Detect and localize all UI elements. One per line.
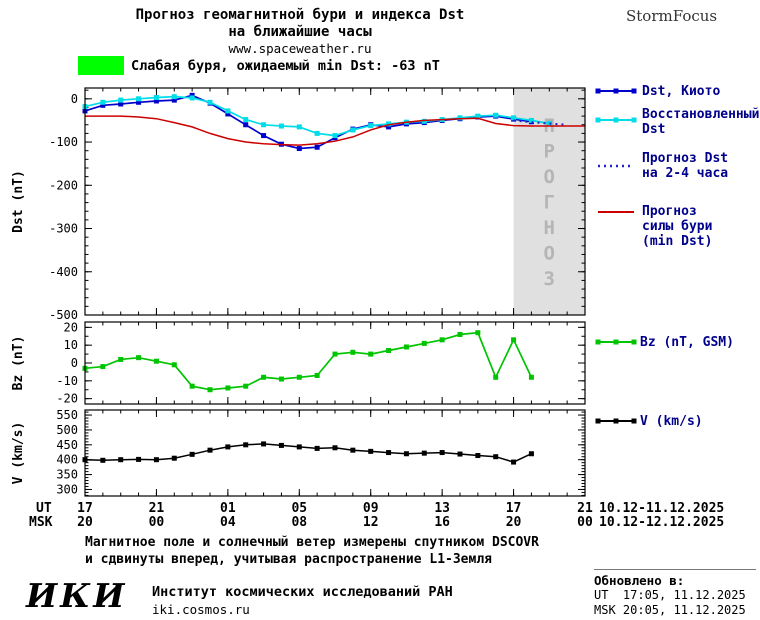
svg-text:16: 16 xyxy=(434,515,450,530)
svg-text:350: 350 xyxy=(56,468,78,482)
svg-text:17: 17 xyxy=(77,501,93,516)
svg-text:0: 0 xyxy=(71,356,78,370)
svg-text:-500: -500 xyxy=(49,308,78,322)
forecast-watermark: Г xyxy=(544,192,555,214)
svg-text:550: 550 xyxy=(56,408,78,422)
forecast-watermark: З xyxy=(544,268,555,290)
svg-text:12: 12 xyxy=(363,515,379,530)
forecast-watermark: Р xyxy=(544,141,555,163)
svg-text:-400: -400 xyxy=(49,265,78,279)
page-title: Прогноз геомагнитной бури и индекса Dst xyxy=(135,7,465,23)
msk-date-range: 10.12-12.12.2025 xyxy=(599,515,724,530)
ut-axis-label: UT xyxy=(36,501,52,516)
svg-text:400: 400 xyxy=(56,453,78,467)
page-subtitle: на ближайшие часы xyxy=(228,24,372,40)
y-axis-label: Dst (nT) xyxy=(11,170,26,233)
ut-date-range: 10.12-11.12.2025 xyxy=(599,501,724,516)
svg-text:09: 09 xyxy=(363,501,379,516)
svg-text:-300: -300 xyxy=(49,222,78,236)
institute-name: Институт космических исследований РАН xyxy=(152,584,453,600)
stormfocus-brand: StormFocus xyxy=(626,7,718,25)
y-axis-label: Bz (nT) xyxy=(11,336,26,391)
legend-dst-restored: Восстановленный Dst xyxy=(642,107,760,137)
panel-bz: 20 10 0 -10 -20 Bz (nT) xyxy=(11,320,586,406)
svg-text:-100: -100 xyxy=(49,135,78,149)
svg-text:-10: -10 xyxy=(56,374,78,388)
y-axis-label: V (km/s) xyxy=(11,422,26,485)
svg-text:21: 21 xyxy=(577,501,593,516)
svg-text:300: 300 xyxy=(56,482,78,496)
forecast-watermark: О xyxy=(544,166,555,188)
svg-text:13: 13 xyxy=(434,501,450,516)
svg-text:10: 10 xyxy=(64,338,78,352)
svg-text:-200: -200 xyxy=(49,178,78,192)
footnote-line1: Магнитное поле и солнечный ветер измерен… xyxy=(85,535,539,550)
legend-storm-forecast: Прогноз силы бури (min Dst) xyxy=(642,204,713,249)
svg-text:04: 04 xyxy=(220,515,236,530)
svg-text:0: 0 xyxy=(71,92,78,106)
svg-text:20: 20 xyxy=(506,515,522,530)
footnote-line2: и сдвинуты вперед, учитывая распростране… xyxy=(85,552,492,567)
svg-text:01: 01 xyxy=(220,501,236,516)
legend-v: V (km/s) xyxy=(640,414,703,429)
forecast-watermark: Н xyxy=(544,217,555,239)
forecast-watermark: О xyxy=(544,243,555,265)
iki-logo: ИКИ xyxy=(26,576,128,615)
legend-bz: Bz (nT, GSM) xyxy=(640,335,734,350)
spaceweather-site-text: www.spaceweather.ru xyxy=(228,41,372,56)
svg-text:08: 08 xyxy=(291,515,307,530)
svg-text:500: 500 xyxy=(56,423,78,437)
svg-text:17: 17 xyxy=(506,501,522,516)
svg-text:20: 20 xyxy=(64,320,78,334)
storm-alert-text: Слабая буря, ожидаемый min Dst: -63 nT xyxy=(131,58,440,74)
institute-site-text: iki.cosmos.ru xyxy=(152,602,250,617)
svg-text:00: 00 xyxy=(577,515,593,530)
storm-level-swatch xyxy=(78,56,124,75)
svg-text:21: 21 xyxy=(149,501,165,516)
svg-text:450: 450 xyxy=(56,438,78,452)
svg-text:-20: -20 xyxy=(56,392,78,406)
legend-dst-kyoto: Dst, Киото xyxy=(642,84,721,99)
updated-msk: MSK 20:05, 11.12.2025 xyxy=(594,603,746,617)
msk-axis-label: MSK xyxy=(29,515,53,530)
svg-text:00: 00 xyxy=(149,515,165,530)
updated-header: Обновлено в: xyxy=(594,573,685,588)
legend-dst-forecast: Прогноз Dst на 2-4 часа xyxy=(642,151,729,181)
updated-block: Обновлено в: UT 17:05, 11.12.2025 MSK 20… xyxy=(594,569,756,618)
svg-text:05: 05 xyxy=(291,501,307,516)
svg-text:20: 20 xyxy=(77,515,93,530)
updated-ut: UT 17:05, 11.12.2025 xyxy=(594,588,746,602)
